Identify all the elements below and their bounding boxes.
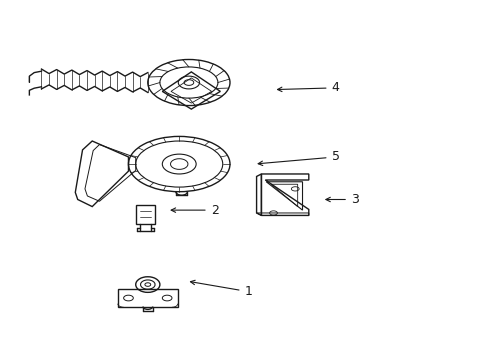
Text: 5: 5 bbox=[258, 150, 339, 166]
Text: 4: 4 bbox=[277, 81, 339, 94]
Text: 1: 1 bbox=[190, 280, 252, 298]
Text: 2: 2 bbox=[171, 204, 218, 217]
Text: 3: 3 bbox=[325, 193, 358, 206]
